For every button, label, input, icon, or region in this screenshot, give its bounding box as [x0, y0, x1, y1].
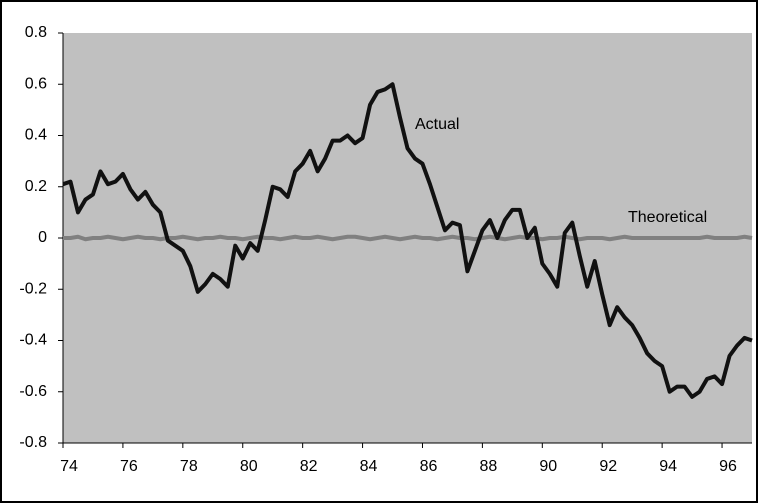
x-tick-label: 78: [180, 458, 198, 475]
y-tick-label: -0.6: [19, 383, 47, 400]
y-tick-label: -0.2: [19, 280, 47, 297]
x-tick-label: 92: [599, 458, 617, 475]
series-label: Actual: [415, 116, 459, 133]
y-tick-label: 0.2: [25, 178, 47, 195]
x-tick-label: 94: [659, 458, 677, 475]
x-tick-label: 76: [120, 458, 138, 475]
x-tick-label: 80: [240, 458, 258, 475]
series-label: Theoretical: [628, 209, 707, 226]
x-tick-label: 84: [360, 458, 378, 475]
x-tick-label: 96: [719, 458, 737, 475]
y-tick-label: 0.8: [25, 24, 47, 41]
y-tick-label: 0.4: [25, 127, 47, 144]
series-line: [62, 82, 753, 399]
series-line: [63, 234, 753, 242]
x-tick-label: 82: [300, 458, 318, 475]
x-tick-label: 90: [539, 458, 557, 475]
y-tick-label: 0.6: [25, 75, 47, 92]
y-tick-label: -0.4: [19, 332, 47, 349]
x-tick-label: 88: [479, 458, 497, 475]
x-tick-label: 86: [420, 458, 438, 475]
y-tick-label: 0: [38, 229, 47, 246]
x-tick-label: 74: [60, 458, 78, 475]
y-tick-label: -0.8: [19, 434, 47, 451]
